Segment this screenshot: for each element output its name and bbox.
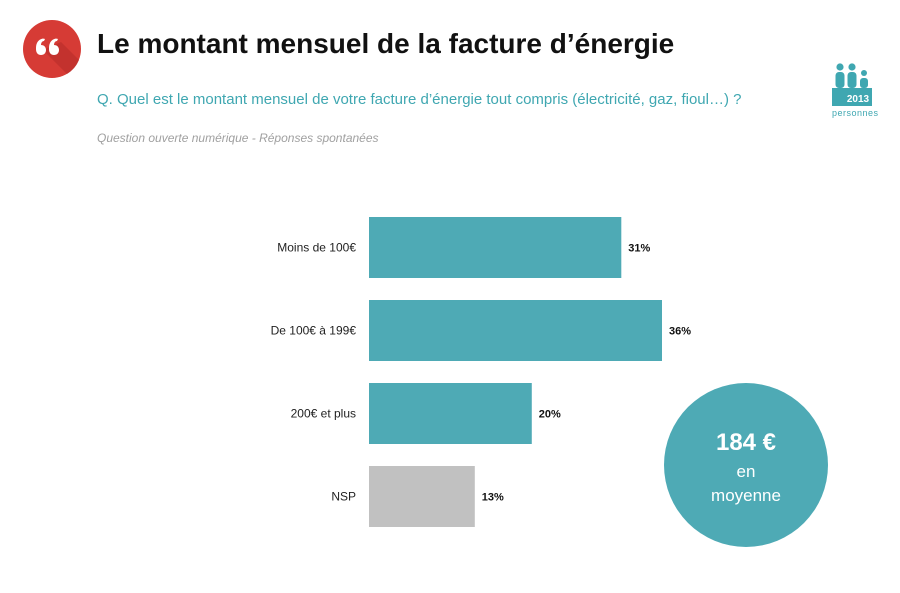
label-category-200-plus: 200€ et plus: [291, 407, 356, 421]
average-line-2: moyenne: [711, 486, 781, 505]
people-icon: 2013: [832, 63, 872, 106]
question-text: Q. Quel est le montant mensuel de votre …: [97, 91, 742, 108]
question-note: Question ouverte numérique - Réponses sp…: [97, 131, 379, 145]
quote-icon: [23, 20, 81, 78]
bar-category-100-199: [369, 300, 662, 361]
sample-label: personnes: [832, 108, 879, 118]
bar-category-nsp: [369, 466, 475, 527]
value-category-200-plus: 20%: [539, 409, 561, 421]
bar-category-200-plus: [369, 383, 532, 444]
sample-count: 2013: [847, 94, 870, 105]
average-badge: 184 € en moyenne: [664, 383, 828, 547]
sample-size-badge: 2013 personnes: [832, 62, 878, 118]
page-title: Le montant mensuel de la facture d’énerg…: [97, 28, 675, 59]
value-category-100-199: 36%: [669, 326, 691, 338]
label-category-100-199: De 100€ à 199€: [271, 324, 357, 338]
average-line-1: en: [737, 462, 756, 481]
label-category-moins-100: Moins de 100€: [277, 241, 356, 255]
value-category-moins-100: 31%: [628, 243, 650, 255]
average-value: 184 €: [716, 429, 776, 456]
value-category-nsp: 13%: [482, 492, 504, 504]
label-category-nsp: NSP: [331, 490, 356, 504]
bar-category-moins-100: [369, 217, 622, 278]
